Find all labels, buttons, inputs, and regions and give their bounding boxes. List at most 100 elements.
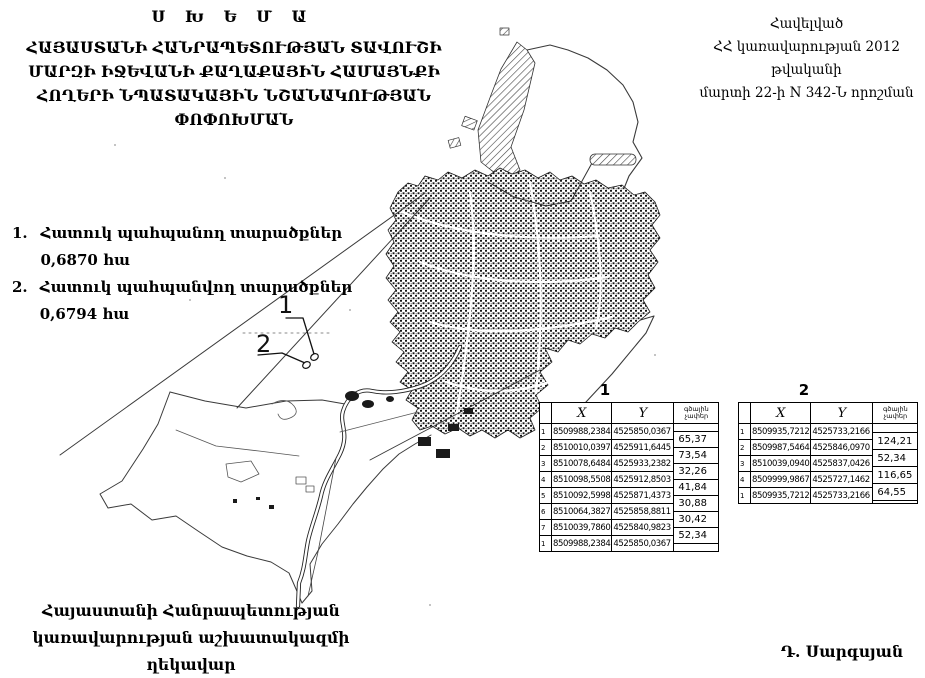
coord-x: 8510039,7860	[550, 519, 613, 536]
signature-name: Դ. Սարգսյան	[780, 642, 904, 661]
table-1-title: 1	[599, 381, 611, 399]
column-header-y: Y	[810, 402, 874, 424]
point-number: 4	[738, 471, 751, 488]
site-annotations: 1 2	[256, 291, 319, 369]
map-boundary-line	[236, 197, 431, 409]
coord-x: 8510098,5508	[550, 471, 613, 488]
coord-y: 4525733,2166	[810, 487, 874, 504]
site-marker-2	[302, 361, 311, 369]
note-text: Հատուկ պահպանող տարածքներ 0,6870 հա	[40, 224, 343, 269]
column-header-measures: գծային չափեր	[674, 403, 719, 424]
measure-value: 32,26	[674, 464, 719, 480]
subtitle-line: ՀՈՂԵՐԻ ՆՊԱՏԱԿԱՅԻՆ ՆՇԱՆԱԿՈՒԹՅԱՆ	[36, 86, 432, 105]
map-geometry: 1 2	[59, 27, 698, 609]
subtitle-line: ՀԱՅԱՍՏԱՆԻ ՀԱՆՐԱՊԵՏՈՒԹՅԱՆ ՏԱՎՈՒՇԻ	[26, 38, 442, 57]
coord-y: 4525933,2382	[611, 455, 675, 472]
measure-value: 124,21	[873, 433, 918, 450]
coord-x: 8510078,6484	[550, 455, 613, 472]
coord-y: 4525858,8811	[611, 503, 675, 520]
coord-y: 4525840,9823	[611, 519, 675, 536]
table-row: 6 8510064,3827 4525858,8811	[539, 503, 675, 520]
approval-line: Հավելված	[769, 16, 844, 32]
table-row: 1 8509935,7212 4525733,2166	[738, 487, 874, 504]
map-tail-boundary	[99, 391, 303, 604]
note-number: 2.	[12, 278, 28, 296]
point-number: 1	[539, 535, 552, 552]
subtitle-line: ՄԱՐԶԻ ԻՋԵՎԱՆԻ ՔԱՂԱՔԱՅԻՆ ՀԱՄԱՅՆՔԻ	[28, 62, 440, 81]
point-number: 1	[539, 423, 552, 440]
coord-x: 8509988,2384	[550, 423, 613, 440]
linear-measures-column: գծային չափեր 124,21 52,34 116,65 64,55	[873, 402, 919, 504]
measure-value: 30,88	[674, 496, 719, 512]
table-row: 4 8510098,5508 4525912,8503	[539, 471, 675, 488]
coord-y: 4525850,0367	[611, 535, 675, 552]
point-number: 3	[738, 455, 751, 472]
coord-x: 8509935,7212	[749, 487, 812, 504]
table-row: 2 8510010,0397 4525911,6445	[539, 439, 675, 456]
point-number: 1	[738, 487, 751, 504]
point-number: 2	[539, 439, 552, 456]
issuer-line: ղեկավար	[146, 655, 236, 674]
measure-value: 52,34	[873, 450, 918, 467]
measure-value: 65,37	[674, 432, 719, 448]
issuer-line: կառավարության աշխատակազմի	[32, 628, 350, 647]
map-parcel	[447, 137, 462, 149]
note-number: 1.	[12, 224, 28, 242]
coord-x: 8509999,9867	[749, 471, 812, 488]
approval-note: Հավելված ՀՀ կառավարության 2012 թվականի մ…	[688, 13, 925, 105]
legend-notes: 1. Հատուկ պահպանող տարածքներ 0,6870 հա 2…	[12, 220, 372, 328]
column-header-x: X	[550, 402, 613, 424]
coord-x: 8509987,5464	[749, 439, 812, 456]
table-row: 2 8509987,5464 4525846,0970	[738, 439, 874, 456]
measure-value: 73,54	[674, 448, 719, 464]
point-number: 5	[539, 487, 552, 504]
legend-note-2: 2. Հատուկ պահպանվող տարածքներ 0,6794 հա	[12, 274, 372, 328]
measure-value: 52,34	[674, 528, 719, 544]
point-number: 6	[539, 503, 552, 520]
map-north-arm	[477, 41, 536, 182]
map-striped-strip	[589, 153, 637, 166]
table-header-row: X Y	[738, 402, 874, 424]
measure-value: 30,42	[674, 512, 719, 528]
map-tail-detail	[175, 400, 419, 493]
coord-x: 8510092,5998	[550, 487, 613, 504]
note-text: Հատուկ պահպանվող տարածքներ 0,6794 հա	[39, 278, 353, 323]
map-tail-boundary	[169, 391, 346, 409]
point-number: 7	[539, 519, 552, 536]
coord-y: 4525911,6445	[611, 439, 675, 456]
point-number: 2	[738, 439, 751, 456]
measure-value: 64,55	[873, 484, 918, 501]
coord-y: 4525727,1462	[810, 471, 874, 488]
site-1-leader-line	[285, 317, 315, 355]
point-number: 4	[539, 471, 552, 488]
coord-x: 8510039,0940	[749, 455, 812, 472]
coord-x: 8510010,0397	[550, 439, 613, 456]
issuer-line: Հայաստանի Հանրապետության	[42, 601, 340, 620]
measure-value: 41,84	[674, 480, 719, 496]
map-parcel	[499, 27, 510, 36]
table-row: 3 8510039,0940 4525837,0426	[738, 455, 874, 472]
coord-y: 4525912,8503	[611, 471, 675, 488]
coordinate-table-1: 1 X Y 1 8509988,2384 4525850,0367 2 8510010…	[539, 381, 720, 552]
page-subtitle: ՀԱՅԱՍՏԱՆԻ ՀԱՆՐԱՊԵՏՈՒԹՅԱՆ ՏԱՎՈՒՇԻ ՄԱՐԶԻ Ի…	[0, 36, 468, 132]
table-row: 1 8509988,2384 4525850,0367	[539, 535, 675, 552]
coord-y: 4525850,0367	[611, 423, 675, 440]
table-row: 1 8509935,7212 4525733,2166	[738, 423, 874, 440]
table-header-row: X Y	[539, 402, 675, 424]
point-number: 3	[539, 455, 552, 472]
point-number: 1	[738, 423, 751, 440]
map-boundary-line	[369, 369, 541, 461]
coord-x: 8509988,2384	[550, 535, 613, 552]
table-row: 1 8509988,2384 4525850,0367	[539, 423, 675, 440]
linear-measures-column: գծային չափեր 65,37 73,54 32,26 41,84 30,…	[674, 402, 720, 552]
map-parcel	[461, 115, 478, 131]
coord-y: 4525837,0426	[810, 455, 874, 472]
measure-value: 116,65	[873, 467, 918, 484]
map-site-label-2: 2	[256, 330, 271, 358]
coordinate-table-2: 2 X Y 1 8509935,7212 4525733,2166 2 8509987…	[738, 381, 919, 504]
coord-y: 4525846,0970	[810, 439, 874, 456]
table-row: 4 8509999,9867 4525727,1462	[738, 471, 874, 488]
map-clusters	[233, 391, 473, 509]
coord-x: 8510064,3827	[550, 503, 613, 520]
